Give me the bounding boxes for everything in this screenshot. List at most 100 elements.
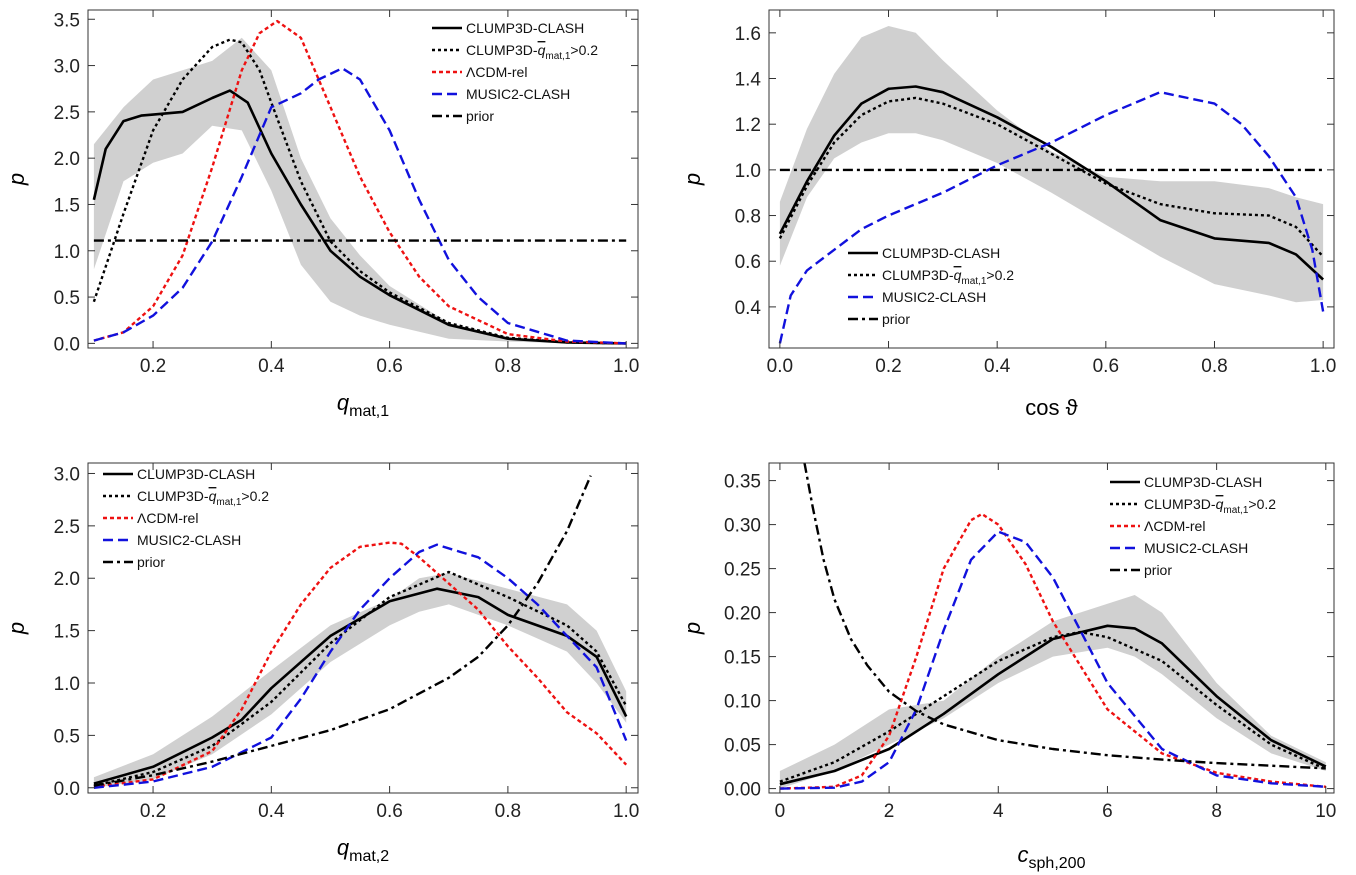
x-tick-label: 1.0 <box>1310 356 1336 377</box>
confidence-band <box>779 595 1326 789</box>
series-line-2 <box>93 19 627 345</box>
y-tick-label: 1.2 <box>735 115 761 136</box>
legend-label: CLUMP3D- <box>1144 496 1216 512</box>
chart-panel-4: 0 2 4 6 8 10 0.00 0.05 0.10 0.15 0.20 0.25 0.30 0.35 c… <box>680 462 1336 872</box>
y-tick-label: 0.25 <box>724 560 761 581</box>
x-tick-label: 0.2 <box>140 356 166 377</box>
y-axis-label: p <box>4 622 29 635</box>
legend-label-sub: mat,1 <box>1223 505 1248 516</box>
chart-panel-2: 0.0 0.2 0.4 0.6 0.8 1.0 0.4 0.6 0.8 1.0 1.2 1.4 1.6 c… <box>680 9 1336 420</box>
legend-label: MUSIC2-CLASH <box>1144 540 1248 556</box>
x-tick-label: 1.0 <box>613 801 639 822</box>
y-tick-label: 3.0 <box>54 57 80 78</box>
legend-entry-0: CLUMP3D-CLASH <box>137 466 255 482</box>
y-tick-label: 0.05 <box>724 736 761 757</box>
y-tick-label: 0.4 <box>735 298 762 319</box>
chart-panel-3: 0.2 0.4 0.6 0.8 1.00.00.51.01.52.02.53.0qmat… <box>4 462 639 865</box>
legend-label-q: q <box>954 267 962 283</box>
x-tick-label: 0.4 <box>258 801 285 822</box>
legend-entry-2: MUSIC2-CLASH <box>882 289 986 305</box>
legend-label: CLUMP3D- <box>137 488 209 504</box>
legend-label-suffix: >0.2 <box>241 488 269 504</box>
x-tick-label: 0.8 <box>495 801 521 822</box>
x-tick-label: 10 <box>1315 801 1336 822</box>
legend-entry-1: CLUMP3D-qmat,1>0.2 <box>466 42 598 62</box>
x-axis-label-main: q <box>337 835 350 860</box>
y-tick-label: 0.35 <box>724 472 761 493</box>
legend-label: CLUMP3D-CLASH <box>1144 474 1262 490</box>
series-line-3 <box>93 543 628 789</box>
legend-label: ΛCDM-rel <box>1144 518 1205 534</box>
y-tick-label: 0.0 <box>54 334 80 355</box>
legend-label-q: q <box>538 42 546 58</box>
series-line-1 <box>779 630 1327 783</box>
x-axis-label-sub: sph,200 <box>1029 855 1086 872</box>
x-axis-label-sub: mat,2 <box>349 848 389 865</box>
y-tick-label: 2.5 <box>54 103 80 124</box>
series-line-1 <box>778 96 1324 258</box>
legend-entry-1: CLUMP3D-qmat,1>0.2 <box>882 267 1014 287</box>
legend-label: CLUMP3D- <box>882 267 954 283</box>
series-line-4 <box>803 463 1326 770</box>
legend-label-sub: mat,1 <box>545 51 570 62</box>
y-tick-label: 0.8 <box>735 207 761 228</box>
confidence-band <box>93 37 627 344</box>
legend-label: CLUMP3D-CLASH <box>882 245 1000 261</box>
legend-entry-2: ΛCDM-rel <box>1144 518 1205 534</box>
x-tick-label: 4 <box>993 801 1004 822</box>
y-tick-label: 2.0 <box>54 569 80 590</box>
x-axis-label: csph,200 <box>1018 842 1086 872</box>
legend-entry-4: prior <box>137 554 165 570</box>
x-tick-label: 0.4 <box>984 356 1011 377</box>
x-axis-label: qmat,2 <box>337 835 389 865</box>
legend-entry-0: CLUMP3D-CLASH <box>882 245 1000 261</box>
legend-label-sub: mat,1 <box>961 276 986 287</box>
x-axis-label-sub: mat,1 <box>349 403 389 420</box>
y-tick-label: 0.10 <box>724 692 761 713</box>
legend-label: prior <box>882 311 910 327</box>
x-axis-label-main: c <box>1018 842 1029 867</box>
y-tick-label: 0.6 <box>735 252 761 273</box>
legend-label: prior <box>1144 562 1172 578</box>
legend-entry-0: CLUMP3D-CLASH <box>466 20 584 36</box>
legend-label: MUSIC2-CLASH <box>882 289 986 305</box>
y-tick-label: 1.5 <box>54 195 80 216</box>
plot-frame <box>87 462 639 794</box>
legend-label: prior <box>137 554 165 570</box>
legend-entry-4: prior <box>466 108 494 124</box>
x-tick-label: 2 <box>884 801 895 822</box>
y-axis-label: p <box>680 622 705 635</box>
legend-entry-3: prior <box>882 311 910 327</box>
legend-entry-1: CLUMP3D-qmat,1>0.2 <box>1144 496 1276 516</box>
legend-label: CLUMP3D-CLASH <box>466 20 584 36</box>
legend-entry-0: CLUMP3D-CLASH <box>1144 474 1262 490</box>
plot-frame <box>768 462 1335 794</box>
legend-label: ΛCDM-rel <box>137 510 198 526</box>
legend-label-sub: mat,1 <box>216 497 241 508</box>
x-tick-label: 0 <box>775 801 786 822</box>
x-tick-label: 0.6 <box>376 801 402 822</box>
y-tick-label: 3.5 <box>54 10 80 31</box>
x-axis-label-main: cos ϑ <box>1025 395 1077 420</box>
legend-label: MUSIC2-CLASH <box>137 532 241 548</box>
x-tick-label: 6 <box>1102 801 1113 822</box>
legend: CLUMP3D-CLASH CLUMP3D-qmat,1>0.2 ΛCDM-rel M… <box>103 466 269 570</box>
x-tick-label: 1.0 <box>613 356 639 377</box>
legend: CLUMP3D-CLASH CLUMP3D-qmat,1>0.2 ΛCDM-rel M… <box>432 20 598 124</box>
legend-entry-3: MUSIC2-CLASH <box>1144 540 1248 556</box>
x-axis-label: qmat,1 <box>337 390 389 420</box>
y-tick-label: 0.15 <box>724 648 761 669</box>
legend: CLUMP3D-CLASH CLUMP3D-qmat,1>0.2 MUSIC2-CL… <box>848 245 1014 327</box>
plot-frame <box>768 9 1335 349</box>
x-tick-label: 0.2 <box>140 801 166 822</box>
legend-label: MUSIC2-CLASH <box>466 86 570 102</box>
x-tick-label: 8 <box>1211 801 1222 822</box>
x-tick-label: 0.6 <box>376 356 402 377</box>
series-line-2 <box>93 541 628 788</box>
y-tick-label: 2.5 <box>54 517 80 538</box>
x-tick-label: 0.4 <box>258 356 285 377</box>
series-line-0 <box>92 89 627 345</box>
series-line-0 <box>778 85 1324 281</box>
legend-label-q: q <box>209 488 217 504</box>
